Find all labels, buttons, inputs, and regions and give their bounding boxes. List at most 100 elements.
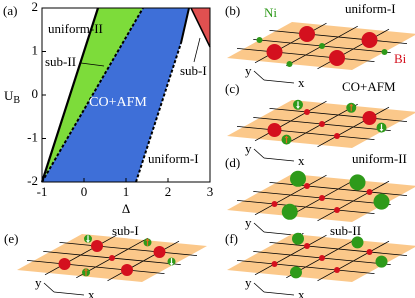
- lattice-line: [317, 106, 390, 148]
- atom: [349, 174, 366, 191]
- y-tick-label: -1: [27, 129, 38, 144]
- boundary: [135, 42, 182, 183]
- axis-arrow: [263, 79, 295, 84]
- atom: [373, 193, 390, 210]
- x-tick-label: 2: [165, 184, 172, 199]
- axis-arrow: [53, 291, 85, 296]
- y-tick-label: 2: [32, 0, 39, 14]
- x-tick-label: 3: [207, 184, 214, 199]
- lattice-line: [269, 242, 408, 256]
- panel-label: (e): [4, 231, 18, 246]
- atom: [290, 266, 302, 279]
- axis-label: x: [88, 287, 95, 298]
- boundary: [190, 7, 211, 48]
- axis-label: x: [298, 75, 305, 90]
- atom: [271, 261, 278, 267]
- pointer: [193, 37, 201, 63]
- atom: [153, 246, 166, 258]
- atom: [304, 243, 310, 249]
- panel-title: sub-I: [112, 223, 139, 238]
- panel-label: (b): [225, 3, 240, 18]
- atom: [375, 255, 388, 268]
- spin-head: [86, 240, 90, 243]
- atom: [381, 49, 388, 55]
- atom: [256, 37, 263, 43]
- y-tick-label: -2: [27, 173, 38, 188]
- atom: [109, 255, 115, 261]
- panel-label: (a): [3, 3, 17, 18]
- axis-arrow: [263, 157, 295, 162]
- lattice-line: [317, 28, 390, 70]
- axis-arrow: [253, 222, 265, 233]
- spin-head: [145, 238, 150, 241]
- atom: [334, 207, 340, 213]
- atom: [319, 255, 325, 261]
- region-co-afm: [42, 8, 189, 182]
- atom: [266, 44, 283, 60]
- axis-label: y: [245, 215, 252, 230]
- panel-title: sub-II: [330, 223, 361, 238]
- spin-head: [284, 135, 289, 139]
- axis-arrow: [253, 148, 265, 159]
- atom: [319, 43, 325, 49]
- species-label: Bi: [394, 51, 407, 66]
- pointer: [80, 62, 105, 67]
- region-label: uniform-II: [48, 21, 103, 36]
- spin-head: [379, 129, 384, 132]
- atom: [121, 264, 133, 276]
- lattice-line: [269, 30, 408, 44]
- atom: [362, 111, 377, 125]
- x-axis-label: Δ: [122, 201, 130, 216]
- lattice-line: [269, 182, 408, 196]
- spin-head: [349, 103, 354, 107]
- axis-arrow: [263, 231, 295, 236]
- lattice-line: [317, 240, 390, 282]
- lattice-line: [269, 108, 408, 122]
- x-tick-label: 0: [81, 184, 88, 199]
- boundary: [41, 7, 144, 183]
- atom: [281, 203, 298, 220]
- y-tick-label: 0: [32, 86, 39, 101]
- species-label: Ni: [264, 5, 277, 20]
- boundary: [180, 7, 190, 44]
- axis-label: y: [245, 141, 252, 156]
- atom: [304, 109, 310, 115]
- axis-label: y: [35, 275, 42, 290]
- atom: [271, 201, 278, 207]
- region-label: sub-I: [180, 63, 207, 78]
- atom: [329, 50, 345, 66]
- atom: [334, 133, 340, 139]
- atom: [351, 236, 364, 249]
- y-axis-label-main: U: [4, 88, 14, 103]
- y-axis-label: UB: [4, 88, 20, 106]
- atom: [299, 26, 315, 42]
- panel-title: CO+AFM: [342, 79, 396, 94]
- atom: [334, 267, 340, 273]
- atom: [286, 61, 293, 67]
- spin-head: [169, 263, 174, 266]
- region-label: CO+AFM: [89, 95, 147, 110]
- spin-head: [84, 268, 88, 271]
- axis-label: x: [298, 287, 305, 298]
- panel-label: (c): [225, 81, 239, 96]
- region-label: uniform-I: [148, 151, 199, 166]
- panel-title: uniform-I: [345, 1, 396, 16]
- axis-arrow: [263, 291, 295, 296]
- x-tick-label: -1: [37, 184, 48, 199]
- atom: [267, 123, 282, 137]
- y-axis-label-sub: B: [13, 95, 20, 106]
- atom: [91, 240, 103, 252]
- panel-title: uniform-II: [352, 151, 407, 166]
- lattice-line: [317, 180, 390, 222]
- boundary: [40, 7, 100, 183]
- lattice-line: [107, 240, 180, 282]
- atom: [58, 258, 71, 270]
- panel-label: (d): [225, 155, 240, 170]
- axis-arrow: [253, 70, 265, 81]
- y-tick-label: 1: [32, 42, 39, 57]
- atom: [366, 189, 373, 195]
- axis-arrow: [253, 282, 265, 293]
- atom: [361, 32, 378, 48]
- axis-label: x: [298, 153, 305, 168]
